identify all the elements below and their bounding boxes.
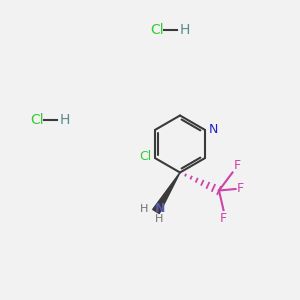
- Text: F: F: [237, 182, 244, 196]
- Text: H: H: [60, 113, 70, 127]
- Text: Cl: Cl: [140, 150, 152, 163]
- Text: F: F: [220, 212, 227, 224]
- Text: F: F: [234, 159, 241, 172]
- Text: H: H: [154, 214, 163, 224]
- Text: Cl: Cl: [30, 113, 43, 127]
- Text: N: N: [208, 123, 218, 136]
- Text: H: H: [140, 203, 148, 214]
- Text: Cl: Cl: [150, 23, 164, 37]
- Text: H: H: [180, 23, 190, 37]
- Text: N: N: [154, 202, 165, 215]
- Polygon shape: [153, 172, 180, 214]
